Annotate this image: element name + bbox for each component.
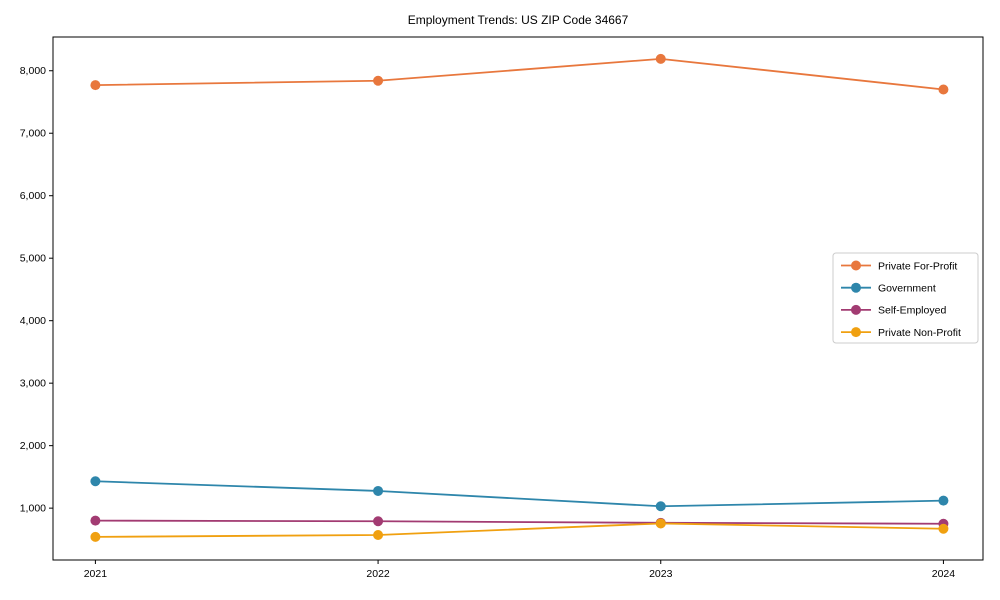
legend-marker-private-for-profit (851, 260, 861, 271)
series-line-self-employed (95, 519, 944, 525)
y-tick-label: 1,000 (20, 503, 46, 515)
x-tick-label: 2021 (84, 568, 108, 580)
legend-marker-government (851, 282, 861, 293)
data-point-government-2024 (938, 495, 949, 506)
legend-label-private-for-profit: Private For-Profit (878, 260, 957, 272)
data-point-government-2022 (373, 485, 384, 496)
data-point-private-non-profit-2024 (938, 523, 949, 534)
data-point-private-for-profit-2022 (373, 75, 384, 86)
legend-label-self-employed: Self-Employed (878, 305, 946, 317)
data-point-self-employed-2021 (90, 515, 101, 526)
y-tick-label: 3,000 (20, 378, 46, 390)
y-tick-label: 4,000 (20, 315, 46, 327)
legend-label-government: Government (878, 283, 936, 295)
data-point-private-non-profit-2023 (655, 518, 666, 529)
x-tick-label: 2024 (932, 568, 956, 580)
x-tick-label: 2022 (366, 568, 390, 580)
y-tick-label: 7,000 (20, 128, 46, 140)
series-line-private-non-profit (95, 522, 944, 538)
series-line-government (95, 480, 944, 508)
data-point-private-for-profit-2023 (655, 53, 666, 64)
legend-box (832, 252, 979, 344)
legend-marker-private-non-profit (851, 327, 861, 338)
data-point-government-2021 (90, 476, 101, 487)
plot-frame (52, 36, 984, 561)
data-point-private-non-profit-2022 (373, 530, 384, 541)
data-point-government-2023 (655, 501, 666, 512)
y-tick-label: 8,000 (20, 65, 46, 77)
plot-area: 1,000 2,000 3,000 4,000 5,000 6,000 7,000 8,000… (20, 36, 984, 580)
data-point-private-non-profit-2021 (90, 531, 101, 542)
legend-label-private-non-profit: Private Non-Profit (878, 327, 961, 339)
y-tick-label: 5,000 (20, 253, 46, 265)
y-tick-label: 6,000 (20, 190, 46, 202)
data-point-private-for-profit-2021 (90, 80, 101, 91)
x-tick-label: 2023 (649, 568, 673, 580)
data-point-private-for-profit-2024 (938, 84, 949, 95)
legend-marker-self-employed (851, 304, 861, 315)
series-line-private-for-profit (95, 57, 944, 91)
chart-title: Employment Trends: US ZIP Code 34667 (408, 13, 629, 27)
data-point-self-employed-2022 (373, 516, 384, 527)
y-tick-label: 2,000 (20, 440, 46, 452)
legend: Private For-Profit Government Self-Employe… (832, 252, 979, 344)
